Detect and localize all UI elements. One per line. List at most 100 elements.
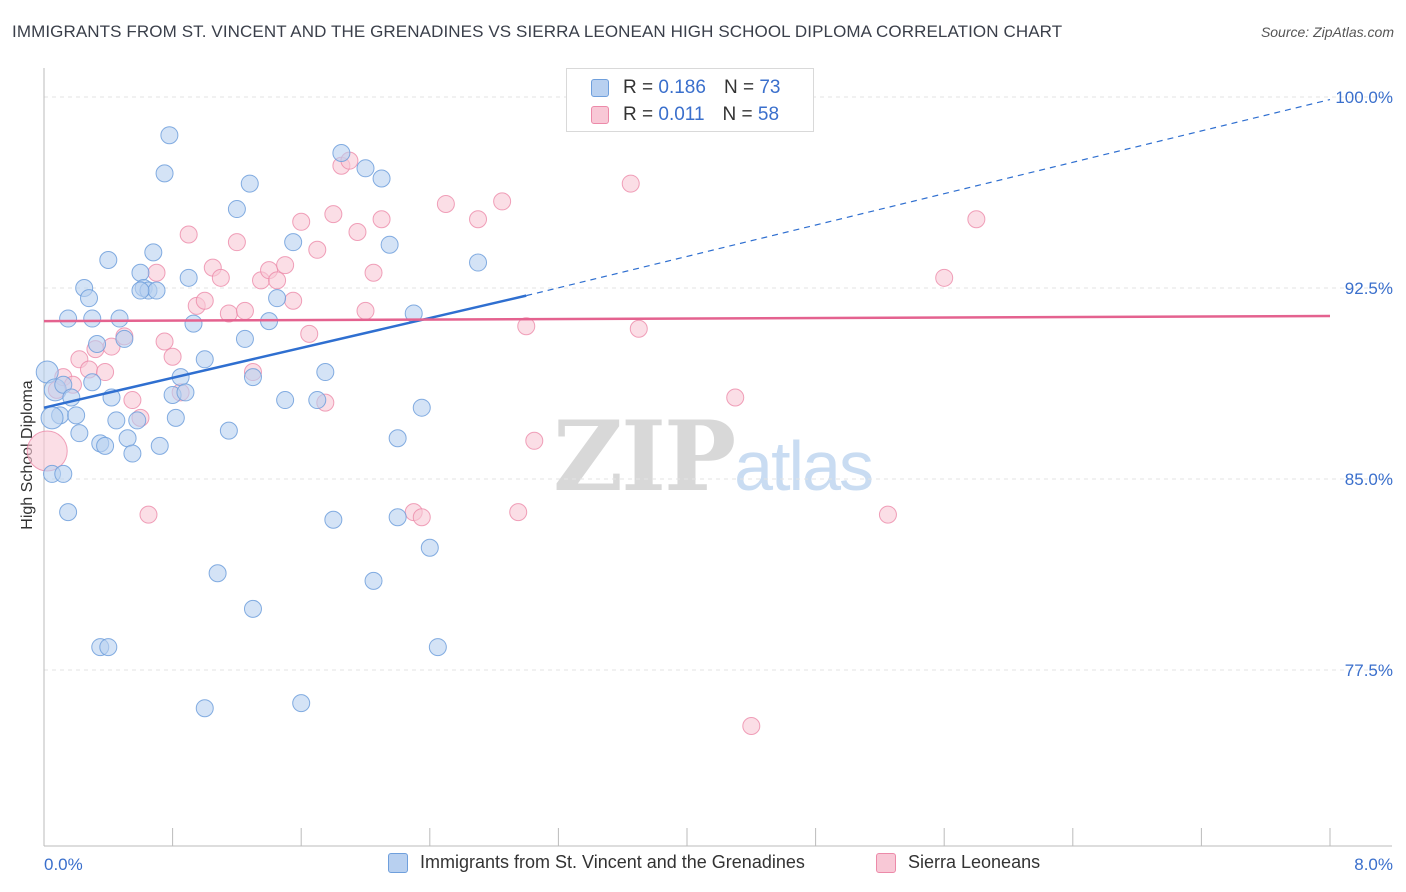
point-immigrant xyxy=(115,329,134,348)
point-sierra-leonean xyxy=(742,717,761,736)
point-immigrant xyxy=(99,638,118,657)
y-tick-label: 100.0% xyxy=(1335,88,1393,107)
watermark: ZIPatlas xyxy=(553,400,874,513)
point-immigrant xyxy=(324,510,343,529)
point-immigrant xyxy=(284,233,303,252)
point-sierra-leonean xyxy=(300,324,319,343)
point-sierra-leonean xyxy=(211,268,230,287)
trendline-immigrants xyxy=(43,294,527,409)
legend-swatch-pink xyxy=(591,106,609,124)
point-immigrant xyxy=(70,424,89,443)
legend-r-value: 0.011 xyxy=(658,104,705,125)
point-sierra-leonean xyxy=(517,317,536,336)
point-immigrant xyxy=(107,411,126,430)
point-immigrant xyxy=(83,373,102,392)
point-immigrant xyxy=(147,281,166,300)
legend-n-label: N = xyxy=(723,77,755,98)
legend-label-sierra-leoneans: Sierra Leoneans xyxy=(908,852,1041,872)
point-immigrant xyxy=(388,429,407,448)
source-credit: Source: ZipAtlas.com xyxy=(1260,24,1394,40)
point-sierra-leonean xyxy=(123,391,142,410)
point-sierra-leonean xyxy=(155,332,174,351)
point-sierra-leonean xyxy=(629,319,648,338)
point-immigrant xyxy=(88,335,107,354)
point-immigrant xyxy=(332,144,351,163)
point-immigrant xyxy=(80,289,99,308)
point-sierra-leonean xyxy=(147,263,166,282)
point-immigrant xyxy=(219,421,238,440)
point-immigrant xyxy=(128,411,147,430)
point-sierra-leonean xyxy=(348,222,367,241)
point-sierra-leonean xyxy=(96,363,115,382)
point-immigrant xyxy=(67,406,86,425)
y-tick-label: 77.5% xyxy=(1345,661,1393,680)
point-immigrant xyxy=(160,126,179,145)
point-immigrant xyxy=(99,250,118,269)
point-immigrant xyxy=(380,235,399,254)
watermark-zip: ZIP xyxy=(553,400,736,513)
point-immigrant xyxy=(316,363,335,382)
point-immigrant xyxy=(276,391,295,410)
point-immigrant xyxy=(131,263,150,282)
point-immigrant xyxy=(184,314,203,333)
correlation-legend: R = 0.186 N = 73 R = 0.011 N = 58 xyxy=(566,68,814,132)
legend-label-immigrants: Immigrants from St. Vincent and the Gren… xyxy=(420,852,805,872)
legend-r-label: R = xyxy=(623,77,654,98)
legend-item-immigrants: Immigrants from St. Vincent and the Gren… xyxy=(388,852,805,873)
point-immigrant xyxy=(243,599,262,618)
point-immigrant xyxy=(208,564,227,583)
point-sierra-leonean xyxy=(372,210,391,229)
point-immigrant xyxy=(388,508,407,527)
legend-n-value: 73 xyxy=(759,77,781,98)
legend-item-sierra-leoneans: Sierra Leoneans xyxy=(876,852,1040,873)
x-tick-label: 8.0% xyxy=(1354,855,1393,874)
legend-row-pink: R = 0.011 N = 58 xyxy=(591,104,779,126)
point-immigrant xyxy=(155,164,174,183)
point-sierra-leonean xyxy=(179,225,198,244)
y-tick-label: 85.0% xyxy=(1345,470,1393,489)
point-sierra-leonean xyxy=(726,388,745,407)
point-immigrant xyxy=(195,699,214,718)
point-sierra-leonean xyxy=(621,174,640,193)
point-immigrant xyxy=(356,159,375,178)
point-immigrant xyxy=(96,436,115,455)
point-sierra-leonean xyxy=(436,194,455,213)
point-sierra-leonean xyxy=(509,503,528,522)
x-tick-label: 0.0% xyxy=(44,855,83,874)
legend-r-label: R = xyxy=(623,104,654,125)
legend-r-value: 0.186 xyxy=(658,77,706,98)
point-immigrant xyxy=(40,406,64,430)
series-legend: Immigrants from St. Vincent and the Gren… xyxy=(0,852,1406,878)
point-sierra-leonean xyxy=(195,291,214,310)
point-sierra-leonean xyxy=(493,192,512,211)
point-sierra-leonean xyxy=(139,505,158,524)
point-immigrant xyxy=(235,329,254,348)
point-immigrant xyxy=(83,309,102,328)
point-sierra-leonean xyxy=(268,271,287,290)
point-immigrant xyxy=(469,253,488,272)
trendline-immigrants-extension xyxy=(526,98,1331,297)
point-immigrant xyxy=(123,444,142,463)
point-immigrant xyxy=(131,281,150,300)
point-sierra-leonean xyxy=(878,505,897,524)
point-immigrant xyxy=(150,436,169,455)
point-immigrant xyxy=(308,391,327,410)
point-immigrant xyxy=(420,538,439,557)
point-immigrant xyxy=(428,638,447,657)
point-immigrant xyxy=(59,503,78,522)
point-immigrant xyxy=(292,694,311,713)
point-sierra-leonean xyxy=(227,233,246,252)
point-immigrant xyxy=(118,429,137,448)
trendline-sierra-leoneans xyxy=(43,314,1331,323)
legend-swatch-blue xyxy=(388,852,408,873)
point-sierra-leonean xyxy=(308,240,327,259)
point-sierra-leonean xyxy=(364,263,383,282)
point-sierra-leonean xyxy=(276,256,295,275)
point-sierra-leonean xyxy=(356,301,375,320)
point-immigrant xyxy=(243,368,262,387)
point-sierra-leonean xyxy=(935,268,954,287)
point-sierra-leonean xyxy=(26,430,68,472)
point-sierra-leonean xyxy=(284,291,303,310)
point-immigrant xyxy=(364,571,383,590)
y-tick-label: 92.5% xyxy=(1345,279,1393,298)
